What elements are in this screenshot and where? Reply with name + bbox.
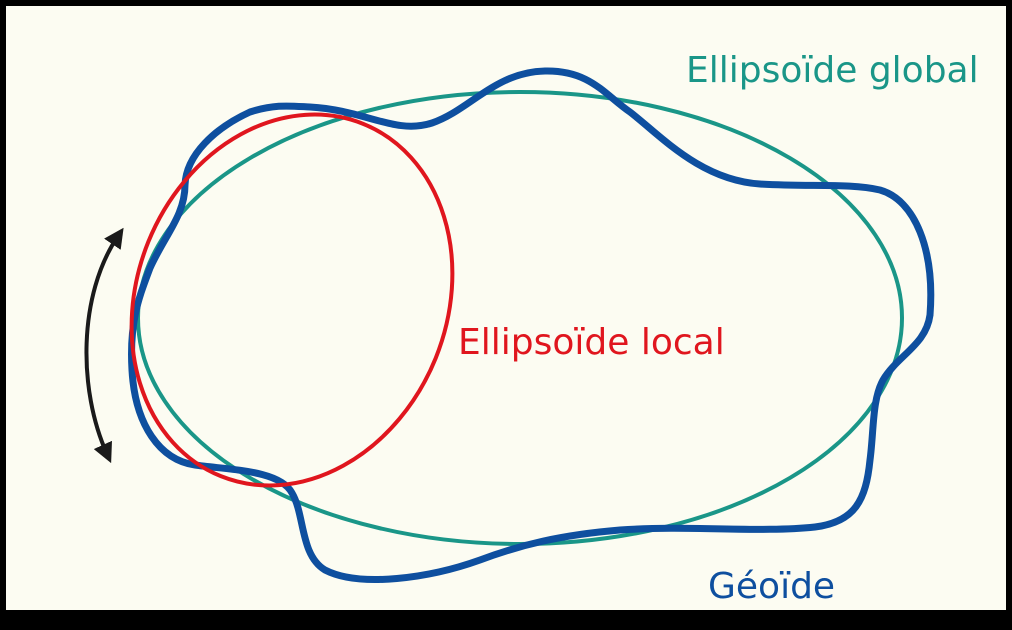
geoid-curve xyxy=(128,67,935,583)
rotation-arrow-icon xyxy=(84,227,124,464)
global-ellipsoid-label: Ellipsoïde global xyxy=(686,50,979,91)
diagram-background xyxy=(6,6,1006,610)
local-ellipsoid-label: Ellipsoïde local xyxy=(458,322,725,363)
geoid-label: Géoïde xyxy=(708,566,835,607)
local-ellipsoid-curve xyxy=(129,112,455,488)
geoid-ellipsoid-diagram: Ellipsoïde global Ellipsoïde local Géoïd… xyxy=(6,6,1006,610)
